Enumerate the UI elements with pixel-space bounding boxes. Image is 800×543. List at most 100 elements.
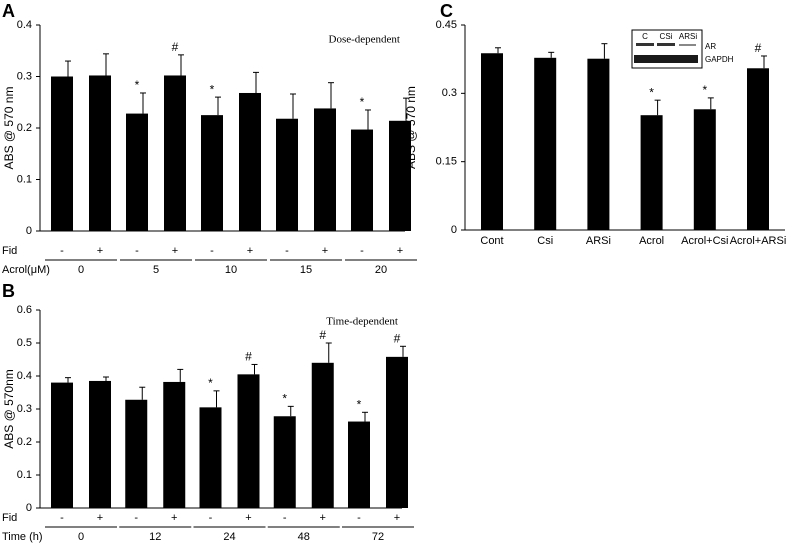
y-tick-label: 0 [26,225,32,237]
fid-sign: + [172,245,178,257]
y-tick-label: 0.3 [442,87,457,99]
group-label: 0 [78,531,84,543]
y-axis-label: ABS @ 570 nm [2,87,16,170]
group-label: 48 [298,531,310,543]
bar [273,416,296,508]
bar [237,374,260,508]
fid-sign: - [357,512,361,524]
group-row-label: Acrol(μM) [2,264,50,276]
x-tick-label: Acrol+Csi [681,235,728,247]
significance-marker: * [210,82,215,96]
y-tick-label: 0.1 [17,469,32,481]
group-label: 15 [300,264,312,276]
y-tick-label: 0.2 [17,122,32,134]
bar [201,115,223,231]
fid-row-label: Fid [2,245,17,257]
fid-sign: + [322,245,328,257]
bar [125,399,148,508]
fid-sign: - [60,512,64,524]
fid-sign: - [135,245,139,257]
group-label: 0 [78,264,84,276]
inset-lane-label: CSi [660,32,673,41]
fid-sign: - [60,245,64,257]
bar [534,57,557,230]
fid-sign: - [209,512,213,524]
blot-band [657,43,675,46]
inset-row-label: AR [705,42,716,51]
significance-marker: * [702,83,707,97]
significance-marker: * [649,85,654,99]
significance-marker: # [245,350,252,364]
significance-marker: # [755,41,762,55]
fid-sign: + [97,512,103,524]
bar [163,381,186,508]
fid-sign: + [247,245,253,257]
annotation: Dose-dependent [329,34,400,46]
panel-label: C [440,1,453,21]
inset-lane-label: C [642,32,648,41]
x-tick-label: Acrol+ARSi [730,235,787,247]
x-tick-label: Cont [480,235,503,247]
bar [89,75,111,231]
y-tick-label: 0.5 [17,337,32,349]
fid-sign: + [320,512,326,524]
group-label: 72 [372,531,384,543]
bar [239,92,261,231]
bar [389,120,411,231]
bar [351,129,373,231]
y-tick-label: 0.45 [436,19,457,31]
fid-sign: + [245,512,251,524]
group-label: 24 [223,531,235,543]
bar [481,53,503,230]
fid-sign: - [210,245,214,257]
y-tick-label: 0.4 [17,19,32,31]
y-tick-label: 0.15 [436,156,457,168]
bar [126,113,148,231]
y-axis-label: ABS @ 570nm [2,369,16,449]
bar [314,108,336,231]
y-tick-label: 0.3 [17,403,32,415]
group-label: 20 [375,264,387,276]
bar [747,68,769,231]
fid-sign: - [360,245,364,257]
inset-blot [631,29,703,69]
bar [311,362,334,508]
y-tick-label: 0 [26,502,32,514]
fid-row-label: Fid [2,512,17,524]
y-tick-label: 0.2 [17,436,32,448]
y-tick-label: 0.6 [17,304,32,316]
significance-marker: * [208,376,213,390]
y-tick-label: 0.1 [17,173,32,185]
bar [51,76,73,231]
group-label: 5 [153,264,159,276]
inset-row-label: GAPDH [705,55,734,64]
annotation: Time-dependent [326,316,398,328]
x-tick-label: Acrol [639,235,664,247]
bar [640,115,663,230]
y-tick-label: 0.3 [17,70,32,82]
significance-marker: * [282,392,287,406]
x-tick-label: ARSi [586,235,611,247]
blot-band [634,55,698,63]
fid-sign: - [283,512,287,524]
y-tick-label: 0.4 [17,370,32,382]
blot-band [636,43,654,46]
bar [693,109,716,230]
significance-marker: # [172,40,179,54]
significance-marker: # [319,328,326,342]
significance-marker: * [357,397,362,411]
panel-label: A [2,1,15,21]
inset-lane-label: ARSi [679,32,697,41]
group-label: 12 [149,531,161,543]
bar [348,421,370,508]
bar [587,58,610,230]
y-tick-label: 0 [451,224,457,236]
bar [276,118,298,231]
group-row-label: Time (h) [2,531,43,543]
bar [199,407,222,508]
y-axis-label: ABS @ 570 nm [404,86,418,169]
bar [386,356,408,508]
bar [51,382,73,508]
significance-marker: # [394,331,401,345]
